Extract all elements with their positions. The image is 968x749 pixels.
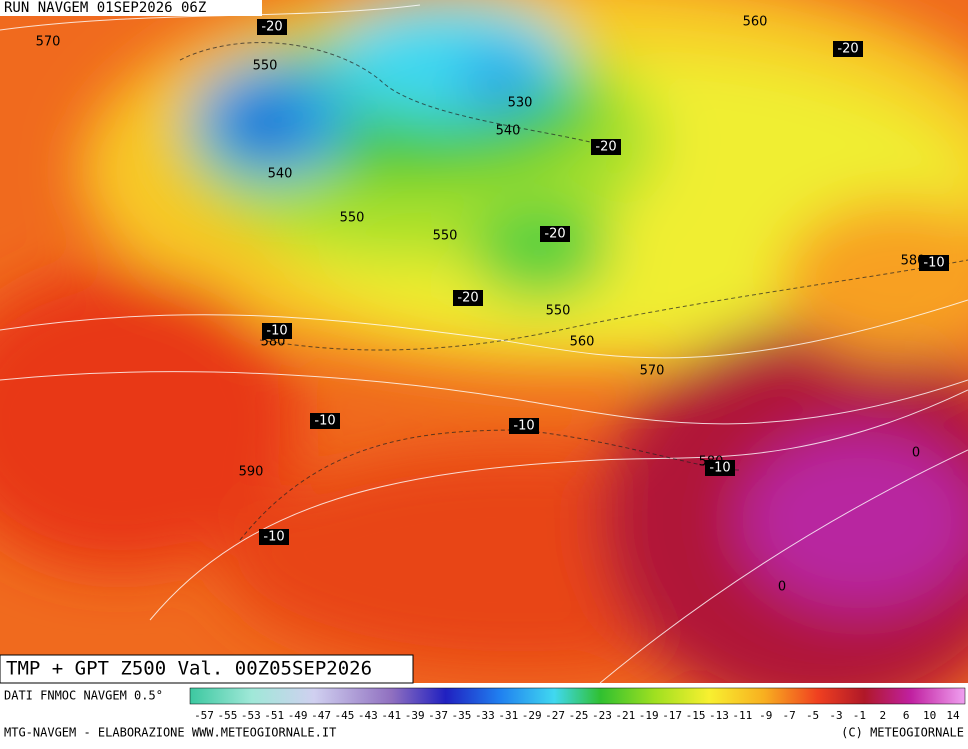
run-title: RUN NAVGEM 01SEP2026 06Z — [4, 0, 206, 16]
isotherm-label: -10 — [314, 414, 335, 429]
contour-label: 560 — [570, 335, 595, 350]
scale-label: -5 — [806, 709, 819, 722]
scale-label: -37 — [428, 709, 448, 722]
scale-label: -55 — [217, 709, 237, 722]
scale-label: -11 — [732, 709, 752, 722]
scale-label: -47 — [311, 709, 331, 722]
isotherm-box — [919, 255, 949, 271]
isotherm-label: -20 — [457, 291, 478, 306]
isotherm-box — [453, 290, 483, 306]
isotherm-label: -10 — [923, 256, 944, 271]
contour-label: 540 — [268, 167, 293, 182]
color-scale — [189, 687, 966, 705]
scale-label: -13 — [709, 709, 729, 722]
scale-label: -3 — [829, 709, 842, 722]
contour-label: 550 — [340, 211, 365, 226]
legend-source: DATI FNMOC NAVGEM 0.5° — [4, 689, 163, 703]
isotherm-box — [262, 323, 292, 339]
isotherm-label: -10 — [709, 461, 730, 476]
isotherm-box — [509, 418, 539, 434]
scale-label: -17 — [662, 709, 682, 722]
isotherm-label: -10 — [266, 324, 287, 339]
temperature-contours — [179, 42, 968, 541]
scale-label: -7 — [783, 709, 796, 722]
scale-label: -15 — [686, 709, 706, 722]
scale-label: -25 — [569, 709, 589, 722]
isotherm-label: -20 — [544, 227, 565, 242]
isotherm-box — [705, 460, 735, 476]
isotherm-box — [833, 41, 863, 57]
isotherm-label: -20 — [261, 20, 282, 35]
scale-label: -27 — [545, 709, 565, 722]
map-field — [0, 0, 968, 683]
scale-label: -19 — [639, 709, 659, 722]
scale-label: -31 — [498, 709, 518, 722]
scale-label: -1 — [853, 709, 866, 722]
scale-label: -41 — [381, 709, 401, 722]
scale-label: 14 — [946, 709, 960, 722]
scale-label: -23 — [592, 709, 612, 722]
isotherm-label: -20 — [837, 42, 858, 57]
scale-label: -35 — [452, 709, 472, 722]
isotherm-label: -10 — [513, 419, 534, 434]
isotherm-label: -10 — [263, 530, 284, 545]
contour-label: 590 — [239, 465, 264, 480]
scale-label: 2 — [879, 709, 886, 722]
isotherm-box — [591, 139, 621, 155]
scale-labels: -57 -55 -53 -51 -49 -47 -45 -43 -41 -39 -37 -35 -33-… — [194, 709, 960, 722]
scale-label: -53 — [241, 709, 261, 722]
isotherm-box — [257, 19, 287, 35]
scale-label: -49 — [288, 709, 308, 722]
isotherm-box — [540, 226, 570, 242]
scale-label: 6 — [903, 709, 910, 722]
isotherm-label: 0 — [778, 580, 786, 595]
scale-label: -9 — [759, 709, 772, 722]
contour-label: 570 — [640, 364, 665, 379]
scale-label: -45 — [335, 709, 355, 722]
scale-label: -29 — [522, 709, 542, 722]
scale-label: -43 — [358, 709, 378, 722]
footer-right: (C) METEOGIORNALE — [841, 726, 964, 740]
caption: TMP + GPT Z500 Val. 00Z05SEP2026 — [6, 658, 372, 680]
isotherm-box — [310, 413, 340, 429]
contour-label: 550 — [433, 229, 458, 244]
map-labels: 5705605505305405405505505505605705805805… — [36, 15, 949, 595]
scale-label: -57 — [194, 709, 214, 722]
contour-label: 550 — [546, 304, 571, 319]
contour-label: 570 — [36, 35, 61, 50]
contour-label: 540 — [496, 124, 521, 139]
isotherm-box — [259, 529, 289, 545]
contour-label: 530 — [508, 96, 533, 111]
scale-label: -51 — [264, 709, 284, 722]
scale-label: 10 — [923, 709, 936, 722]
scale-label: -33 — [475, 709, 495, 722]
scale-label: -39 — [405, 709, 425, 722]
contour-label: 550 — [253, 59, 278, 74]
header-box — [0, 0, 262, 16]
isotherm-label: 0 — [912, 446, 920, 461]
scale-label: -21 — [615, 709, 635, 722]
caption-box — [0, 654, 414, 684]
contour-label: 560 — [743, 15, 768, 30]
isotherm-label: -20 — [595, 140, 616, 155]
footer-left: MTG-NAVGEM - ELABORAZIONE WWW.METEOGIORN… — [4, 726, 336, 740]
